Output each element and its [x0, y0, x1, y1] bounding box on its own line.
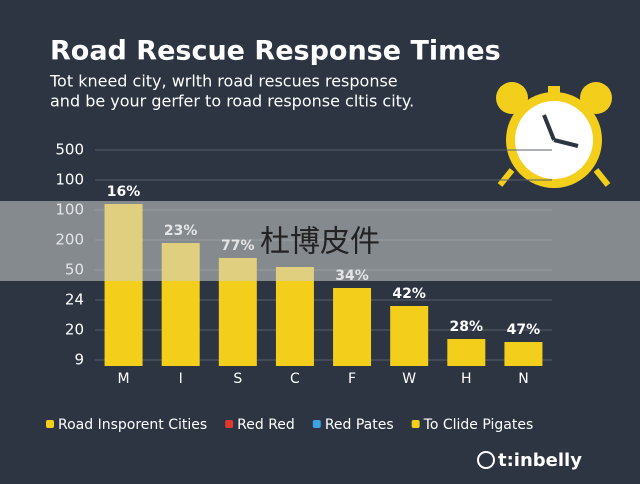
brand-icon: [477, 451, 495, 469]
watermark-band: [0, 201, 640, 281]
bar-label: 47%: [507, 322, 541, 338]
y-tick-label: 24: [65, 291, 84, 309]
bar: [333, 288, 372, 366]
bar: [390, 306, 429, 366]
x-tick-label: I: [179, 371, 183, 387]
bar-label: 28%: [450, 319, 484, 335]
clock-icon: [496, 82, 612, 188]
legend-swatch: [46, 420, 54, 428]
subtitle: and be your gerfer to road response clti…: [50, 92, 414, 111]
x-tick-label: H: [461, 371, 472, 387]
legend-swatch: [411, 420, 420, 428]
legend-swatch: [312, 420, 321, 428]
x-tick-label: N: [518, 371, 528, 387]
x-tick-label: C: [290, 371, 300, 387]
legend-label: Red Red: [237, 417, 295, 433]
x-tick-label: W: [402, 371, 416, 387]
bar: [447, 339, 486, 366]
legend-swatch: [225, 420, 234, 428]
legend-label: Red Pates: [325, 417, 394, 433]
y-tick-label: 20: [65, 321, 84, 339]
legend-label: To Clide Pigates: [423, 417, 534, 433]
bar-label: 42%: [392, 286, 426, 302]
y-tick-label: 500: [55, 141, 84, 159]
brand: t:inbelly: [498, 450, 582, 471]
bar: [504, 342, 543, 366]
legend-label: Road Insporent Cities: [58, 417, 207, 433]
y-tick-label: 9: [74, 351, 84, 369]
x-tick-label: M: [118, 371, 130, 387]
bar-label: 16%: [107, 184, 141, 200]
watermark: 杜博皮件: [260, 225, 380, 260]
x-tick-label: F: [348, 371, 356, 387]
chart-title: Road Rescue Response Times: [50, 36, 501, 67]
x-tick-label: S: [233, 371, 242, 387]
y-tick-label: 100: [55, 171, 84, 189]
subtitle: Tot kneed city, wrlth road rescues respo…: [49, 72, 398, 91]
bar: [275, 267, 314, 366]
